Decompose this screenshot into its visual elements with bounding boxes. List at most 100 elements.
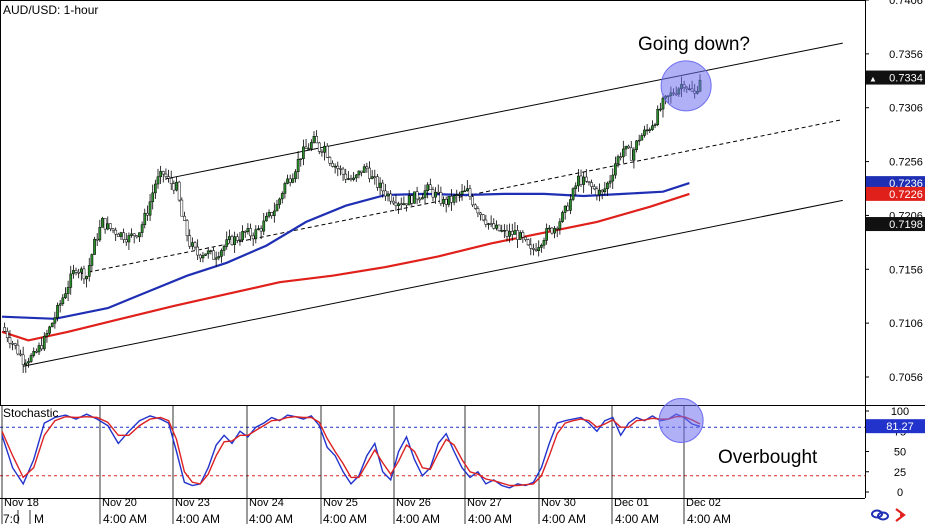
candle-body (24, 362, 28, 365)
price-tick-label: 0.7156 (889, 264, 923, 276)
candle-body (399, 203, 403, 206)
candle-body (354, 174, 358, 179)
candle-body (114, 229, 118, 235)
stochastic-k-line (1, 413, 701, 489)
candle-body (53, 317, 57, 324)
candle-body (357, 170, 361, 176)
candle-body (29, 355, 33, 362)
candle-body (426, 184, 430, 191)
price-tick-label: 0.7306 (889, 103, 923, 115)
candle-body (146, 212, 149, 216)
candle-body (79, 268, 83, 273)
candle-body (87, 265, 91, 277)
candle-body (183, 215, 186, 221)
candle-body (360, 170, 363, 173)
candle-body (561, 212, 564, 222)
candle-body (492, 223, 496, 229)
candle-body (58, 303, 62, 306)
candle-body (280, 193, 284, 200)
stochastic-d-line (1, 415, 701, 487)
candle-body (98, 227, 102, 241)
candle-body (217, 256, 221, 259)
candle-body (148, 201, 152, 216)
candle-body (328, 157, 332, 164)
candle-body (389, 193, 393, 202)
candle-body (413, 191, 416, 204)
candle-body (428, 184, 432, 190)
candle-body (627, 145, 630, 149)
candle-body (595, 188, 599, 196)
candle-body (341, 168, 345, 175)
candle-body (16, 344, 20, 355)
candle-body (196, 246, 200, 256)
candle-body (370, 176, 374, 179)
candle-body (21, 354, 25, 365)
candle-body (167, 176, 170, 179)
candle-body (209, 250, 213, 252)
candle-body (101, 218, 104, 228)
candle-body (540, 244, 543, 248)
candle-body (349, 178, 353, 180)
candle-body (220, 250, 223, 257)
candle-body (153, 183, 157, 194)
stochastic-badge-label: 81.27 (886, 421, 914, 433)
candle-body (524, 236, 527, 240)
candle-body (439, 192, 443, 204)
candle-body (431, 189, 435, 198)
candle-body (169, 178, 173, 184)
candle-body (317, 142, 321, 152)
candle-body (555, 228, 559, 230)
candle-body (651, 125, 654, 130)
candle-body (294, 171, 297, 180)
candle-body (278, 198, 281, 205)
link-icon[interactable] (871, 509, 889, 521)
stochastic-lines (1, 413, 701, 489)
candle-body (5, 331, 9, 338)
candle-body (547, 227, 551, 230)
candle-body (450, 195, 453, 203)
candle-body (127, 235, 131, 243)
candle-body (241, 231, 244, 241)
candle-body (116, 233, 120, 237)
candle-body (201, 255, 205, 259)
candle-body (198, 254, 202, 259)
stochastic-highlight-circle (658, 397, 704, 443)
candle-body (296, 159, 300, 172)
candle-body (35, 351, 38, 353)
candle-body (532, 248, 535, 250)
candle-body (405, 203, 408, 206)
candle-body (452, 195, 456, 203)
candle-body (111, 228, 115, 231)
candle-body (206, 250, 210, 255)
date-tick-label: Nov 27 (467, 497, 502, 509)
candle-body (228, 236, 231, 240)
price-badge-label: 0.7334 (889, 73, 923, 85)
candle-body (592, 186, 596, 190)
candle-body (275, 204, 279, 212)
price-badge-label: 0.7198 (889, 219, 923, 231)
candle-body (164, 173, 168, 177)
candle-body (309, 142, 313, 149)
time-tick-label: 4:00 AM (615, 512, 659, 525)
candle-body (421, 197, 424, 200)
arrow-right-icon[interactable] (895, 508, 906, 522)
candle-body (119, 232, 123, 237)
candle-body (3, 327, 6, 332)
candle-body (653, 124, 657, 127)
candle-body (93, 238, 96, 255)
candle-body (267, 212, 271, 217)
candle-body (138, 232, 141, 238)
candle-body (391, 200, 395, 204)
date-tick-label: Nov 24 (249, 497, 284, 509)
candle-body (69, 273, 73, 288)
candle-body (339, 168, 342, 170)
price-badge (866, 186, 925, 201)
going-down-annotation: Going down? (638, 34, 750, 55)
candle-body (151, 192, 155, 203)
candle-body (516, 230, 519, 240)
candle-body (66, 287, 70, 294)
candle-body (458, 194, 461, 196)
candle-body (109, 223, 112, 229)
candle-body (249, 228, 252, 237)
candle-body (373, 176, 377, 178)
